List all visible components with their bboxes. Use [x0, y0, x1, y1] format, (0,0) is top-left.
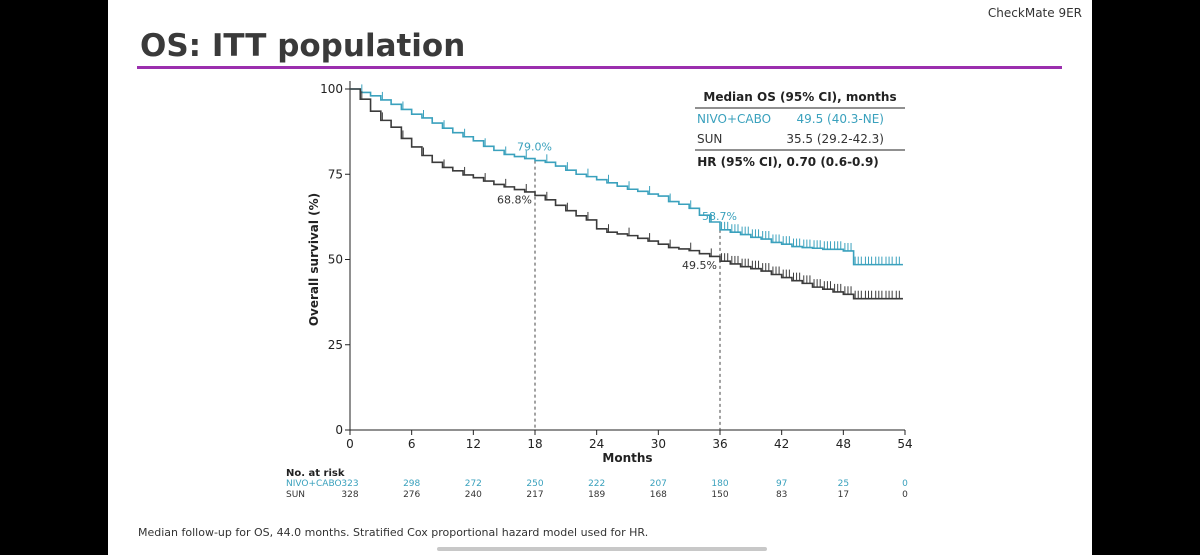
- median-table-arm: NIVO+CABO: [697, 112, 771, 126]
- landmark-label-nivo: 58.7%: [702, 210, 737, 223]
- title-divider: [137, 66, 1062, 69]
- at-risk-value: 0: [902, 490, 908, 500]
- median-table-header: Median OS (95% CI), months: [703, 90, 896, 104]
- at-risk-value: 217: [526, 490, 543, 500]
- footnote: Median follow-up for OS, 44.0 months. St…: [138, 526, 649, 539]
- x-tick-label: 24: [589, 437, 604, 451]
- x-axis-title: Months: [602, 451, 652, 465]
- trial-tag: CheckMate 9ER: [987, 6, 1082, 20]
- landmark-label-nivo: 79.0%: [517, 141, 552, 154]
- median-table-value: 35.5 (29.2-42.3): [786, 132, 884, 146]
- at-risk-arm: NIVO+CABO: [286, 479, 342, 489]
- at-risk-value: 189: [588, 490, 605, 500]
- at-risk-value: 222: [588, 479, 605, 489]
- at-risk-value: 25: [838, 479, 849, 489]
- y-axis-title: Overall survival (%): [307, 193, 321, 326]
- series-line-sun: [350, 88, 903, 300]
- x-tick-label: 42: [774, 437, 789, 451]
- x-tick-label: 6: [408, 437, 416, 451]
- y-tick-label: 25: [328, 338, 343, 352]
- at-risk-value: 328: [341, 490, 358, 500]
- at-risk-value: 168: [650, 490, 667, 500]
- series-line-nivo-cabo: [350, 88, 903, 266]
- slide: CheckMate 9ER OS: ITT population 0 25 50 75…: [108, 0, 1092, 555]
- landmark-label-sun: 68.8%: [497, 193, 532, 206]
- median-table-value: 49.5 (40.3-NE): [796, 112, 884, 126]
- landmark-label-sun: 49.5%: [682, 259, 717, 272]
- at-risk-value: 180: [711, 479, 728, 489]
- at-risk-value: 240: [465, 490, 482, 500]
- y-tick-label: 0: [335, 423, 343, 437]
- at-risk-value: 17: [838, 490, 849, 500]
- at-risk-value: 250: [526, 479, 543, 489]
- horizontal-scrollbar[interactable]: [437, 547, 767, 551]
- at-risk-value: 150: [711, 490, 728, 500]
- x-tick-label: 30: [651, 437, 666, 451]
- x-tick-label: 12: [466, 437, 481, 451]
- y-tick-label: 75: [328, 167, 343, 181]
- at-risk-value: 83: [776, 490, 787, 500]
- slide-title: OS: ITT population: [140, 28, 466, 64]
- median-table-arm: SUN: [697, 132, 722, 146]
- at-risk-value: 323: [341, 479, 358, 489]
- y-tick-label: 50: [328, 253, 343, 267]
- x-tick-label: 0: [346, 437, 354, 451]
- at-risk-value: 272: [465, 479, 482, 489]
- hazard-ratio-label: HR (95% CI), 0.70 (0.6-0.9): [697, 155, 879, 169]
- at-risk-title: No. at risk: [286, 468, 345, 479]
- at-risk-value: 298: [403, 479, 420, 489]
- x-tick-label: 36: [712, 437, 727, 451]
- km-chart: 0 25 50 75 100 0 6 12 18 24 30 36 42 48 54 Months Overal…: [286, 81, 913, 500]
- at-risk-value: 207: [650, 479, 667, 489]
- at-risk-value: 276: [403, 490, 420, 500]
- at-risk-value: 0: [902, 479, 908, 489]
- at-risk-arm: SUN: [286, 490, 305, 500]
- x-tick-label: 48: [836, 437, 851, 451]
- x-tick-label: 18: [527, 437, 542, 451]
- y-tick-label: 100: [320, 82, 343, 96]
- x-tick-label: 54: [897, 437, 912, 451]
- at-risk-value: 97: [776, 479, 787, 489]
